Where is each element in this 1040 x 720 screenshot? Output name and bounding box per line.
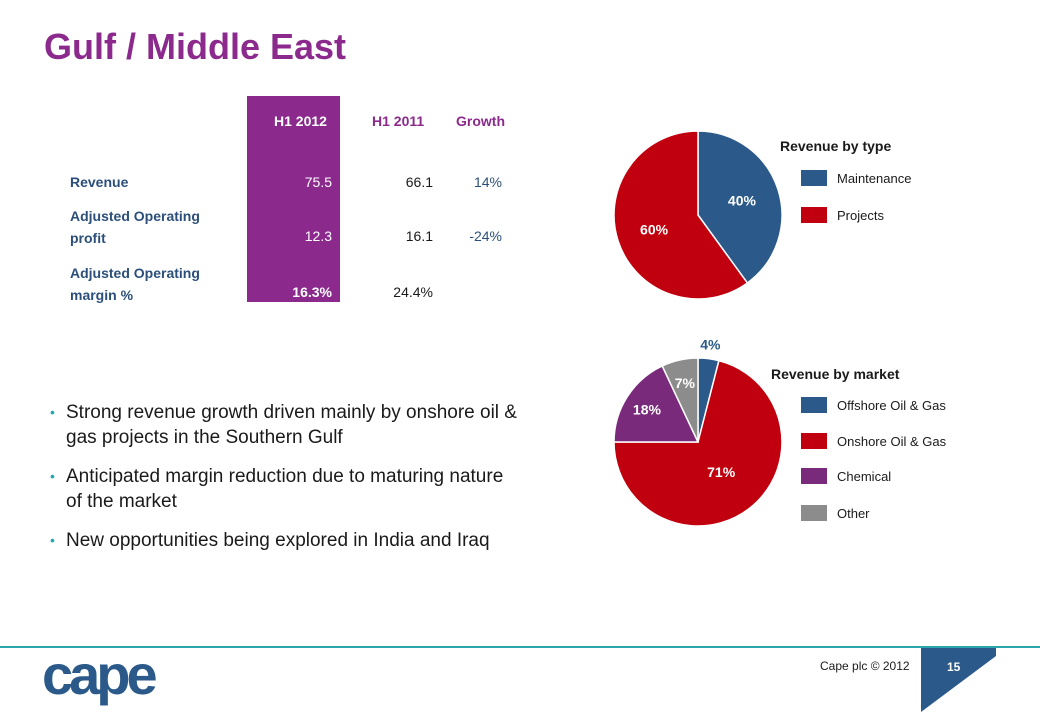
bullet-list: • Strong revenue growth driven mainly by… <box>50 400 520 567</box>
pie-slice-other <box>661 357 699 443</box>
pie-data-label: 4% <box>700 340 721 352</box>
pie-slice-onshore-oil-gas <box>613 359 783 527</box>
pie-data-label: 71% <box>707 464 736 480</box>
highlight-column <box>247 96 340 302</box>
legend-swatch <box>801 207 827 223</box>
bullet-text: Strong revenue growth driven mainly by o… <box>66 402 517 448</box>
page-number-badge: 15 <box>921 648 996 712</box>
cell-profit-2012: 12.3 <box>304 228 332 244</box>
legend-projects: Projects <box>801 207 884 223</box>
legend-label: Chemical <box>837 468 892 484</box>
revenue-by-market-title: Revenue by market <box>771 366 900 382</box>
bullet-dot-icon: • <box>50 404 55 420</box>
bullet-dot-icon: • <box>50 532 55 548</box>
header-h1-2012: H1 2012 <box>274 113 327 129</box>
cape-logo-icon: cape <box>42 652 160 706</box>
legend-label: Offshore Oil & Gas <box>837 397 946 413</box>
page-number: 15 <box>947 660 961 674</box>
cell-margin-2012: 16.3% <box>292 284 332 300</box>
row-label-line: profit <box>70 230 106 246</box>
bullet-item: • Anticipated margin reduction due to ma… <box>50 464 520 514</box>
legend-chemical: Chemical <box>801 468 891 484</box>
bullet-text: New opportunities being explored in Indi… <box>66 530 490 551</box>
legend-other: Other <box>801 505 870 521</box>
legend-swatch <box>801 468 827 484</box>
cell-profit-growth: -24% <box>469 228 502 244</box>
row-label-revenue: Revenue <box>70 171 128 193</box>
row-label-op-profit: Adjusted Operating profit <box>70 205 200 249</box>
cell-profit-2011: 16.1 <box>405 228 433 244</box>
row-label-line: Adjusted Operating <box>70 265 200 281</box>
bullet-item: • New opportunities being explored in In… <box>50 528 520 553</box>
row-label-op-margin: Adjusted Operating margin % <box>70 262 200 306</box>
page-badge-shape <box>921 648 996 712</box>
revenue-by-type-pie: 40% 60% <box>613 130 783 300</box>
row-label-line: margin % <box>70 287 134 303</box>
legend-offshore: Offshore Oil & Gas <box>801 397 946 413</box>
copyright-text: Cape plc © 2012 <box>820 659 910 673</box>
legend-label: Other <box>837 505 870 521</box>
bullet-dot-icon: • <box>50 468 55 484</box>
cell-revenue-2012: 75.5 <box>304 174 332 190</box>
pie-slice-maintenance <box>697 130 783 285</box>
pie-slice-chemical <box>613 364 700 443</box>
legend-label: Onshore Oil & Gas <box>837 433 947 449</box>
bullet-item: • Strong revenue growth driven mainly by… <box>50 400 520 450</box>
legend-label: Projects <box>837 207 884 223</box>
pie-data-label: 18% <box>633 402 662 418</box>
cell-revenue-2011: 66.1 <box>405 174 433 190</box>
legend-swatch <box>801 433 827 449</box>
pie-slice-projects <box>613 130 749 300</box>
logo-text: cape <box>42 652 156 706</box>
legend-label: Maintenance <box>837 170 912 186</box>
revenue-by-type-title: Revenue by type <box>780 138 892 154</box>
header-h1-2011: H1 2011 <box>372 113 425 129</box>
row-label-line: Adjusted Operating <box>70 208 200 224</box>
cell-revenue-growth: 14% <box>473 174 502 190</box>
row-label-line: Revenue <box>70 174 129 190</box>
bullet-text: Anticipated margin reduction due to matu… <box>66 466 504 512</box>
legend-maintenance: Maintenance <box>801 170 911 186</box>
legend-swatch <box>801 397 827 413</box>
page-title: Gulf / Middle East <box>44 26 347 67</box>
legend-onshore: Onshore Oil & Gas <box>801 433 946 449</box>
legend-swatch <box>801 505 827 521</box>
revenue-by-market-pie: 4% 71% 18% 7% <box>613 340 783 527</box>
legend-swatch <box>801 170 827 186</box>
header-growth: Growth <box>456 113 505 129</box>
pie-data-label: 7% <box>675 375 696 391</box>
pie-data-label: 40% <box>728 193 757 209</box>
pie-data-label: 60% <box>640 221 669 237</box>
cell-margin-2011: 24.4% <box>393 284 433 300</box>
footer-divider <box>0 646 1040 648</box>
